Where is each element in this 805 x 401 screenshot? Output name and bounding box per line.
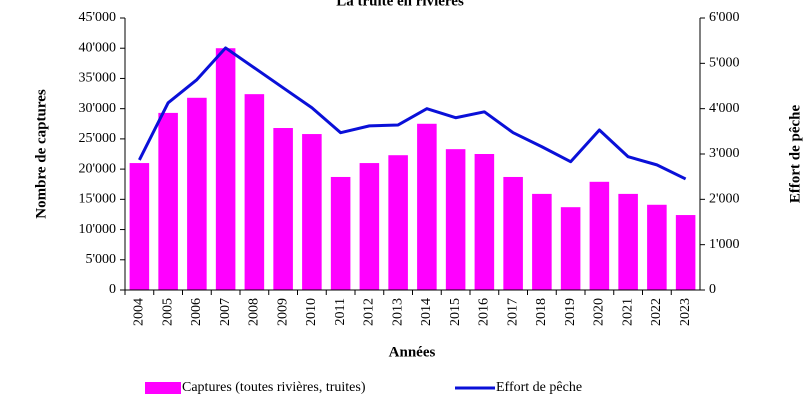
x-tick-label: 2022 <box>649 298 664 326</box>
x-tick-label: 2006 <box>189 298 204 326</box>
x-tick-label: 2011 <box>333 298 348 325</box>
bar <box>532 193 552 290</box>
x-tick-label: 2021 <box>620 298 635 326</box>
x-tick-label: 2013 <box>390 298 405 326</box>
yticks-label: 20'000 <box>78 161 116 176</box>
x-tick-label: 2016 <box>477 298 492 326</box>
x-tick-label: 2019 <box>563 298 578 326</box>
x-tick-label: 2004 <box>132 298 147 326</box>
x-tick-label: 2017 <box>505 298 520 326</box>
x-tick-label: 2020 <box>592 298 607 326</box>
chart-title: La truite en rivières <box>336 0 464 9</box>
y2ticks-label: 2'000 <box>709 192 740 207</box>
bar <box>158 112 178 290</box>
bar <box>417 123 437 291</box>
x-axis-label: Années <box>389 344 436 360</box>
legend-label: Captures (toutes rivières, truites) <box>182 380 366 395</box>
yticks-label: 5'000 <box>85 252 116 267</box>
x-tick-label: 2012 <box>362 298 377 326</box>
y2ticks-label: 3'000 <box>709 146 740 161</box>
bar <box>388 155 408 290</box>
x-tick-label: 2010 <box>304 298 319 326</box>
bar <box>675 215 696 290</box>
bar <box>474 154 495 290</box>
yticks-label: 40'000 <box>78 40 116 55</box>
yticks-label: 0 <box>109 282 116 297</box>
yticks-label: 45'000 <box>78 10 116 25</box>
legend-swatch <box>145 382 181 394</box>
bar <box>647 204 667 290</box>
bar <box>618 193 638 290</box>
bar <box>589 181 610 290</box>
yticks-label: 15'000 <box>78 192 116 207</box>
yticks-label: 30'000 <box>78 101 116 116</box>
y2ticks-label: 1'000 <box>709 237 740 252</box>
y-axis-label: Nombre de captures <box>33 89 49 219</box>
x-tick-label: 2007 <box>218 298 233 326</box>
x-tick-label: 2018 <box>534 298 549 326</box>
x-tick-label: 2009 <box>275 298 290 326</box>
y2ticks-label: 4'000 <box>709 101 740 116</box>
bar <box>129 163 150 290</box>
bar <box>445 149 466 290</box>
y2ticks-label: 0 <box>709 282 716 297</box>
x-tick-label: 2008 <box>247 298 262 326</box>
yticks-label: 35'000 <box>78 71 116 86</box>
x-tick-label: 2014 <box>419 298 434 326</box>
bar <box>302 134 322 290</box>
x-tick-label: 2005 <box>160 298 175 326</box>
legend-label: Effort de pêche <box>496 380 582 395</box>
y2ticks-label: 6'000 <box>709 10 740 25</box>
x-tick-label: 2023 <box>678 298 693 326</box>
yticks-label: 25'000 <box>78 131 116 146</box>
bar <box>560 207 581 290</box>
bar <box>359 163 380 290</box>
bar <box>215 48 236 290</box>
y2ticks-label: 5'000 <box>709 56 740 71</box>
bar <box>503 176 523 290</box>
bar <box>273 128 293 290</box>
bar <box>187 97 207 290</box>
yticks-label: 10'000 <box>78 222 116 237</box>
x-tick-label: 2015 <box>448 298 463 326</box>
line <box>138 46 687 181</box>
bar <box>244 94 265 290</box>
bar <box>330 176 351 290</box>
y2-axis-label: Effort de pêche <box>787 105 803 204</box>
